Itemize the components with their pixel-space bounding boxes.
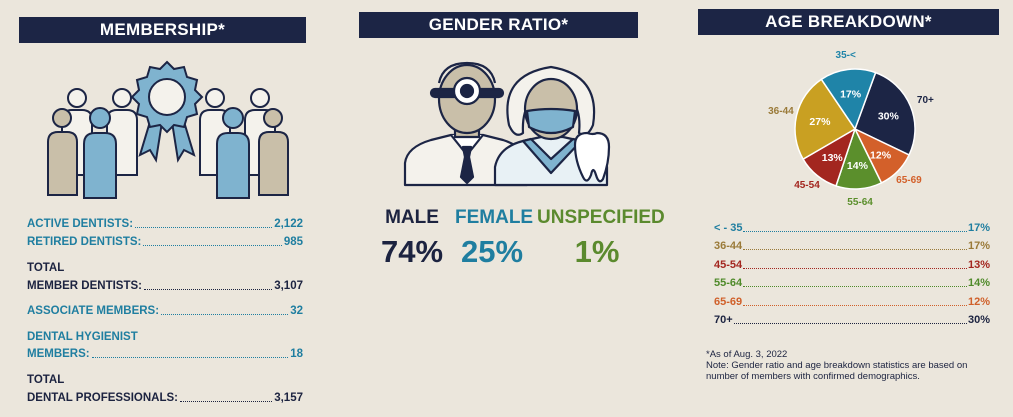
pie-outer-label: 55-64 bbox=[847, 196, 873, 208]
age-row-label: 65-69 bbox=[714, 296, 743, 308]
dental-hygienist-value: 18 bbox=[290, 348, 303, 360]
membership-header: MEMBERSHIP* bbox=[19, 17, 306, 43]
age-row-value: 17% bbox=[967, 222, 990, 234]
total-professionals-label: DENTAL PROFESSIONALS: bbox=[27, 392, 178, 404]
total-professionals-value: 3,157 bbox=[274, 392, 303, 404]
retired-dentists-row: RETIRED DENTISTS: 985 bbox=[27, 235, 303, 249]
pie-slice-label: 30% bbox=[878, 110, 900, 122]
footnote: *As of Aug. 3, 2022 Note: Gender ratio a… bbox=[706, 349, 1001, 382]
age-row-label: < - 35 bbox=[714, 222, 743, 234]
age-row-label: 45-54 bbox=[714, 259, 743, 271]
associate-members-value: 32 bbox=[290, 305, 303, 317]
dentists-illustration bbox=[403, 61, 611, 187]
age-row: 65-69 12% bbox=[714, 296, 990, 309]
total-member-dentists-value: 3,107 bbox=[274, 280, 303, 292]
pie-outer-label: 70+ bbox=[916, 95, 934, 107]
as-of-date: *As of Aug. 3, 2022 bbox=[706, 349, 788, 360]
pie-slice bbox=[820, 68, 877, 131]
total-member-dentists-label-1: TOTAL bbox=[27, 262, 65, 274]
age-row-label: 70+ bbox=[714, 314, 733, 326]
pie-slice bbox=[854, 71, 916, 156]
total-professionals-label-1: TOTAL bbox=[27, 374, 65, 386]
male-value: 74% bbox=[380, 234, 444, 269]
age-row-value: 17% bbox=[967, 240, 990, 252]
pie-slice-label: 17% bbox=[840, 88, 862, 100]
active-dentists-label: ACTIVE DENTISTS: bbox=[27, 218, 134, 230]
gender-ratio-header: GENDER RATIO* bbox=[359, 12, 638, 38]
active-dentists-value: 2,122 bbox=[274, 218, 303, 230]
total-professionals-row: DENTAL PROFESSIONALS: 3,157 bbox=[27, 391, 303, 405]
pie-slice-label: 12% bbox=[870, 149, 892, 161]
active-dentists-row: ACTIVE DENTISTS: 2,122 bbox=[27, 217, 303, 231]
pie-slice-label: 14% bbox=[847, 160, 869, 172]
unspecified-label: UNSPECIFIED bbox=[537, 207, 665, 228]
male-label: MALE bbox=[385, 207, 439, 228]
pie-slice bbox=[794, 78, 857, 161]
age-row-value: 12% bbox=[967, 296, 990, 308]
age-row-label: 36-44 bbox=[714, 240, 743, 252]
female-value: 25% bbox=[460, 234, 524, 269]
dental-hygienist-label-1: DENTAL HYGIENIST bbox=[27, 331, 138, 343]
age-row: 36-44 17% bbox=[714, 240, 990, 253]
dental-hygienist-label: MEMBERS: bbox=[27, 348, 90, 360]
pie-slice-label: 13% bbox=[822, 152, 844, 164]
pie-outer-label: 35-< bbox=[835, 49, 856, 61]
total-member-dentists-row: MEMBER DENTISTS: 3,107 bbox=[27, 279, 303, 293]
age-pie-chart: 30% 12%14%13% 27% 17% bbox=[794, 68, 916, 190]
dental-hygienist-row: MEMBERS: 18 bbox=[27, 347, 303, 361]
unspecified-value: 1% bbox=[574, 234, 620, 269]
age-row: 55-64 14% bbox=[714, 277, 990, 290]
retired-dentists-label: RETIRED DENTISTS: bbox=[27, 236, 142, 248]
age-row: 45-54 13% bbox=[714, 259, 990, 272]
age-row: < - 35 17% bbox=[714, 222, 990, 235]
age-row-value: 13% bbox=[967, 259, 990, 271]
associate-members-row: ASSOCIATE MEMBERS: 32 bbox=[27, 304, 303, 318]
pie-outer-label: 36-44 bbox=[768, 106, 794, 118]
female-label: FEMALE bbox=[455, 207, 534, 228]
age-breakdown-header: AGE BREAKDOWN* bbox=[698, 9, 999, 35]
pie-outer-label: 65-69 bbox=[896, 175, 922, 187]
age-row-value: 14% bbox=[967, 277, 990, 289]
pie-outer-label: 45-54 bbox=[794, 180, 820, 192]
note-text: Note: Gender ratio and age breakdown sta… bbox=[706, 360, 968, 382]
retired-dentists-value: 985 bbox=[283, 236, 303, 248]
age-row: 70+ 30% bbox=[714, 314, 990, 327]
associate-members-label: ASSOCIATE MEMBERS: bbox=[27, 305, 160, 317]
age-row-label: 55-64 bbox=[714, 277, 743, 289]
pie-slice-label: 27% bbox=[809, 116, 831, 128]
total-member-dentists-label: MEMBER DENTISTS: bbox=[27, 280, 142, 292]
members-award-icon bbox=[47, 60, 289, 199]
age-row-value: 30% bbox=[967, 314, 990, 326]
